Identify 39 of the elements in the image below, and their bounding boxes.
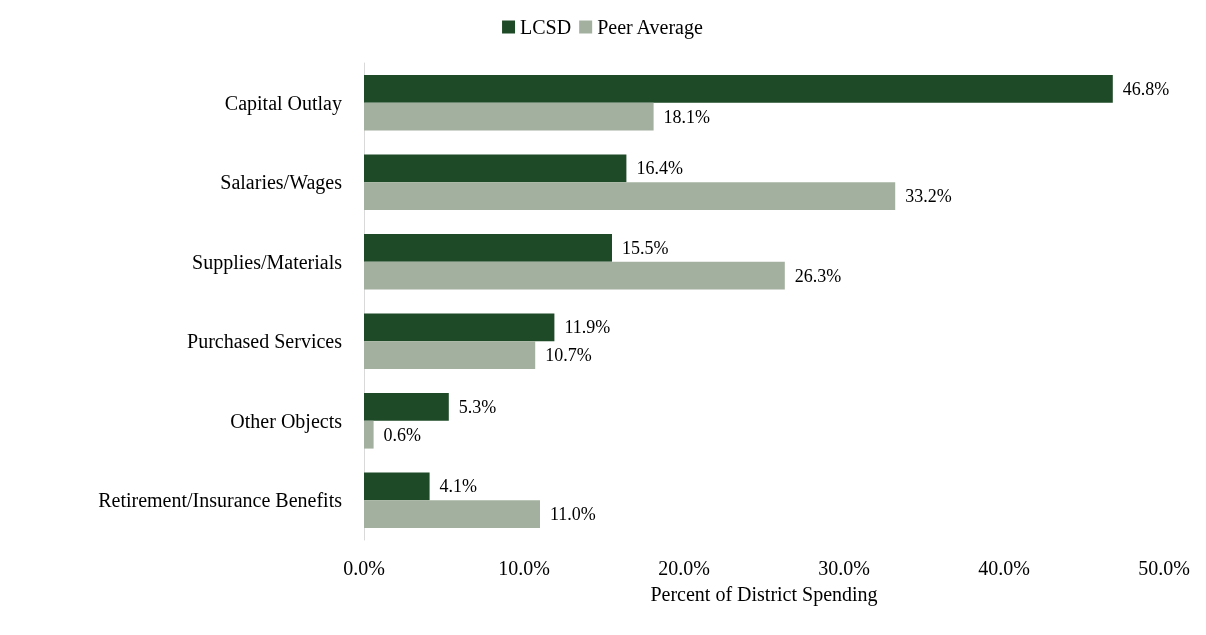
bar [364, 392, 449, 421]
data-label: 11.9% [564, 317, 611, 338]
data-label: 16.4% [636, 158, 683, 179]
data-label: 11.0% [550, 504, 596, 525]
data-label: 0.6% [383, 424, 422, 445]
data-label: 10.7% [545, 345, 592, 366]
legend-label: Peer Average [597, 16, 703, 39]
x-axis-title: Percent of District Spending [650, 583, 878, 606]
data-label: 33.2% [905, 186, 952, 207]
bar [364, 182, 896, 211]
data-label: 4.1% [439, 476, 478, 497]
y-tick-label: Capital Outlay [224, 91, 342, 115]
x-tick-label: 40.0% [978, 557, 1030, 579]
bar [364, 233, 612, 262]
x-tick-label: 20.0% [658, 557, 710, 579]
y-tick-label: Purchased Services [187, 330, 343, 353]
data-label: 5.3% [458, 396, 497, 417]
bar [364, 500, 540, 529]
data-label: 26.3% [794, 265, 842, 286]
x-tick-label: 50.0% [1138, 557, 1190, 579]
bar [364, 102, 654, 131]
y-tick-label: Retirement/Insurance Benefits [98, 489, 343, 512]
bar [364, 154, 627, 183]
bar [364, 472, 430, 501]
bar [364, 74, 1113, 103]
y-tick-label: Other Objects [230, 409, 343, 433]
x-tick-label: 30.0% [818, 557, 870, 579]
data-label: 18.1% [663, 106, 711, 127]
data-label: 15.5% [622, 237, 669, 258]
legend-label: LCSD [520, 16, 572, 38]
y-tick-label: Salaries/Wages [220, 171, 343, 195]
x-tick-label: 0.0% [343, 557, 385, 579]
bar [364, 261, 785, 290]
bar [364, 420, 374, 449]
y-tick-label: Supplies/Materials [192, 250, 343, 274]
data-label: 46.8% [1122, 78, 1170, 99]
bar [364, 341, 536, 370]
x-tick-label: 10.0% [498, 557, 550, 579]
bar [364, 313, 555, 342]
